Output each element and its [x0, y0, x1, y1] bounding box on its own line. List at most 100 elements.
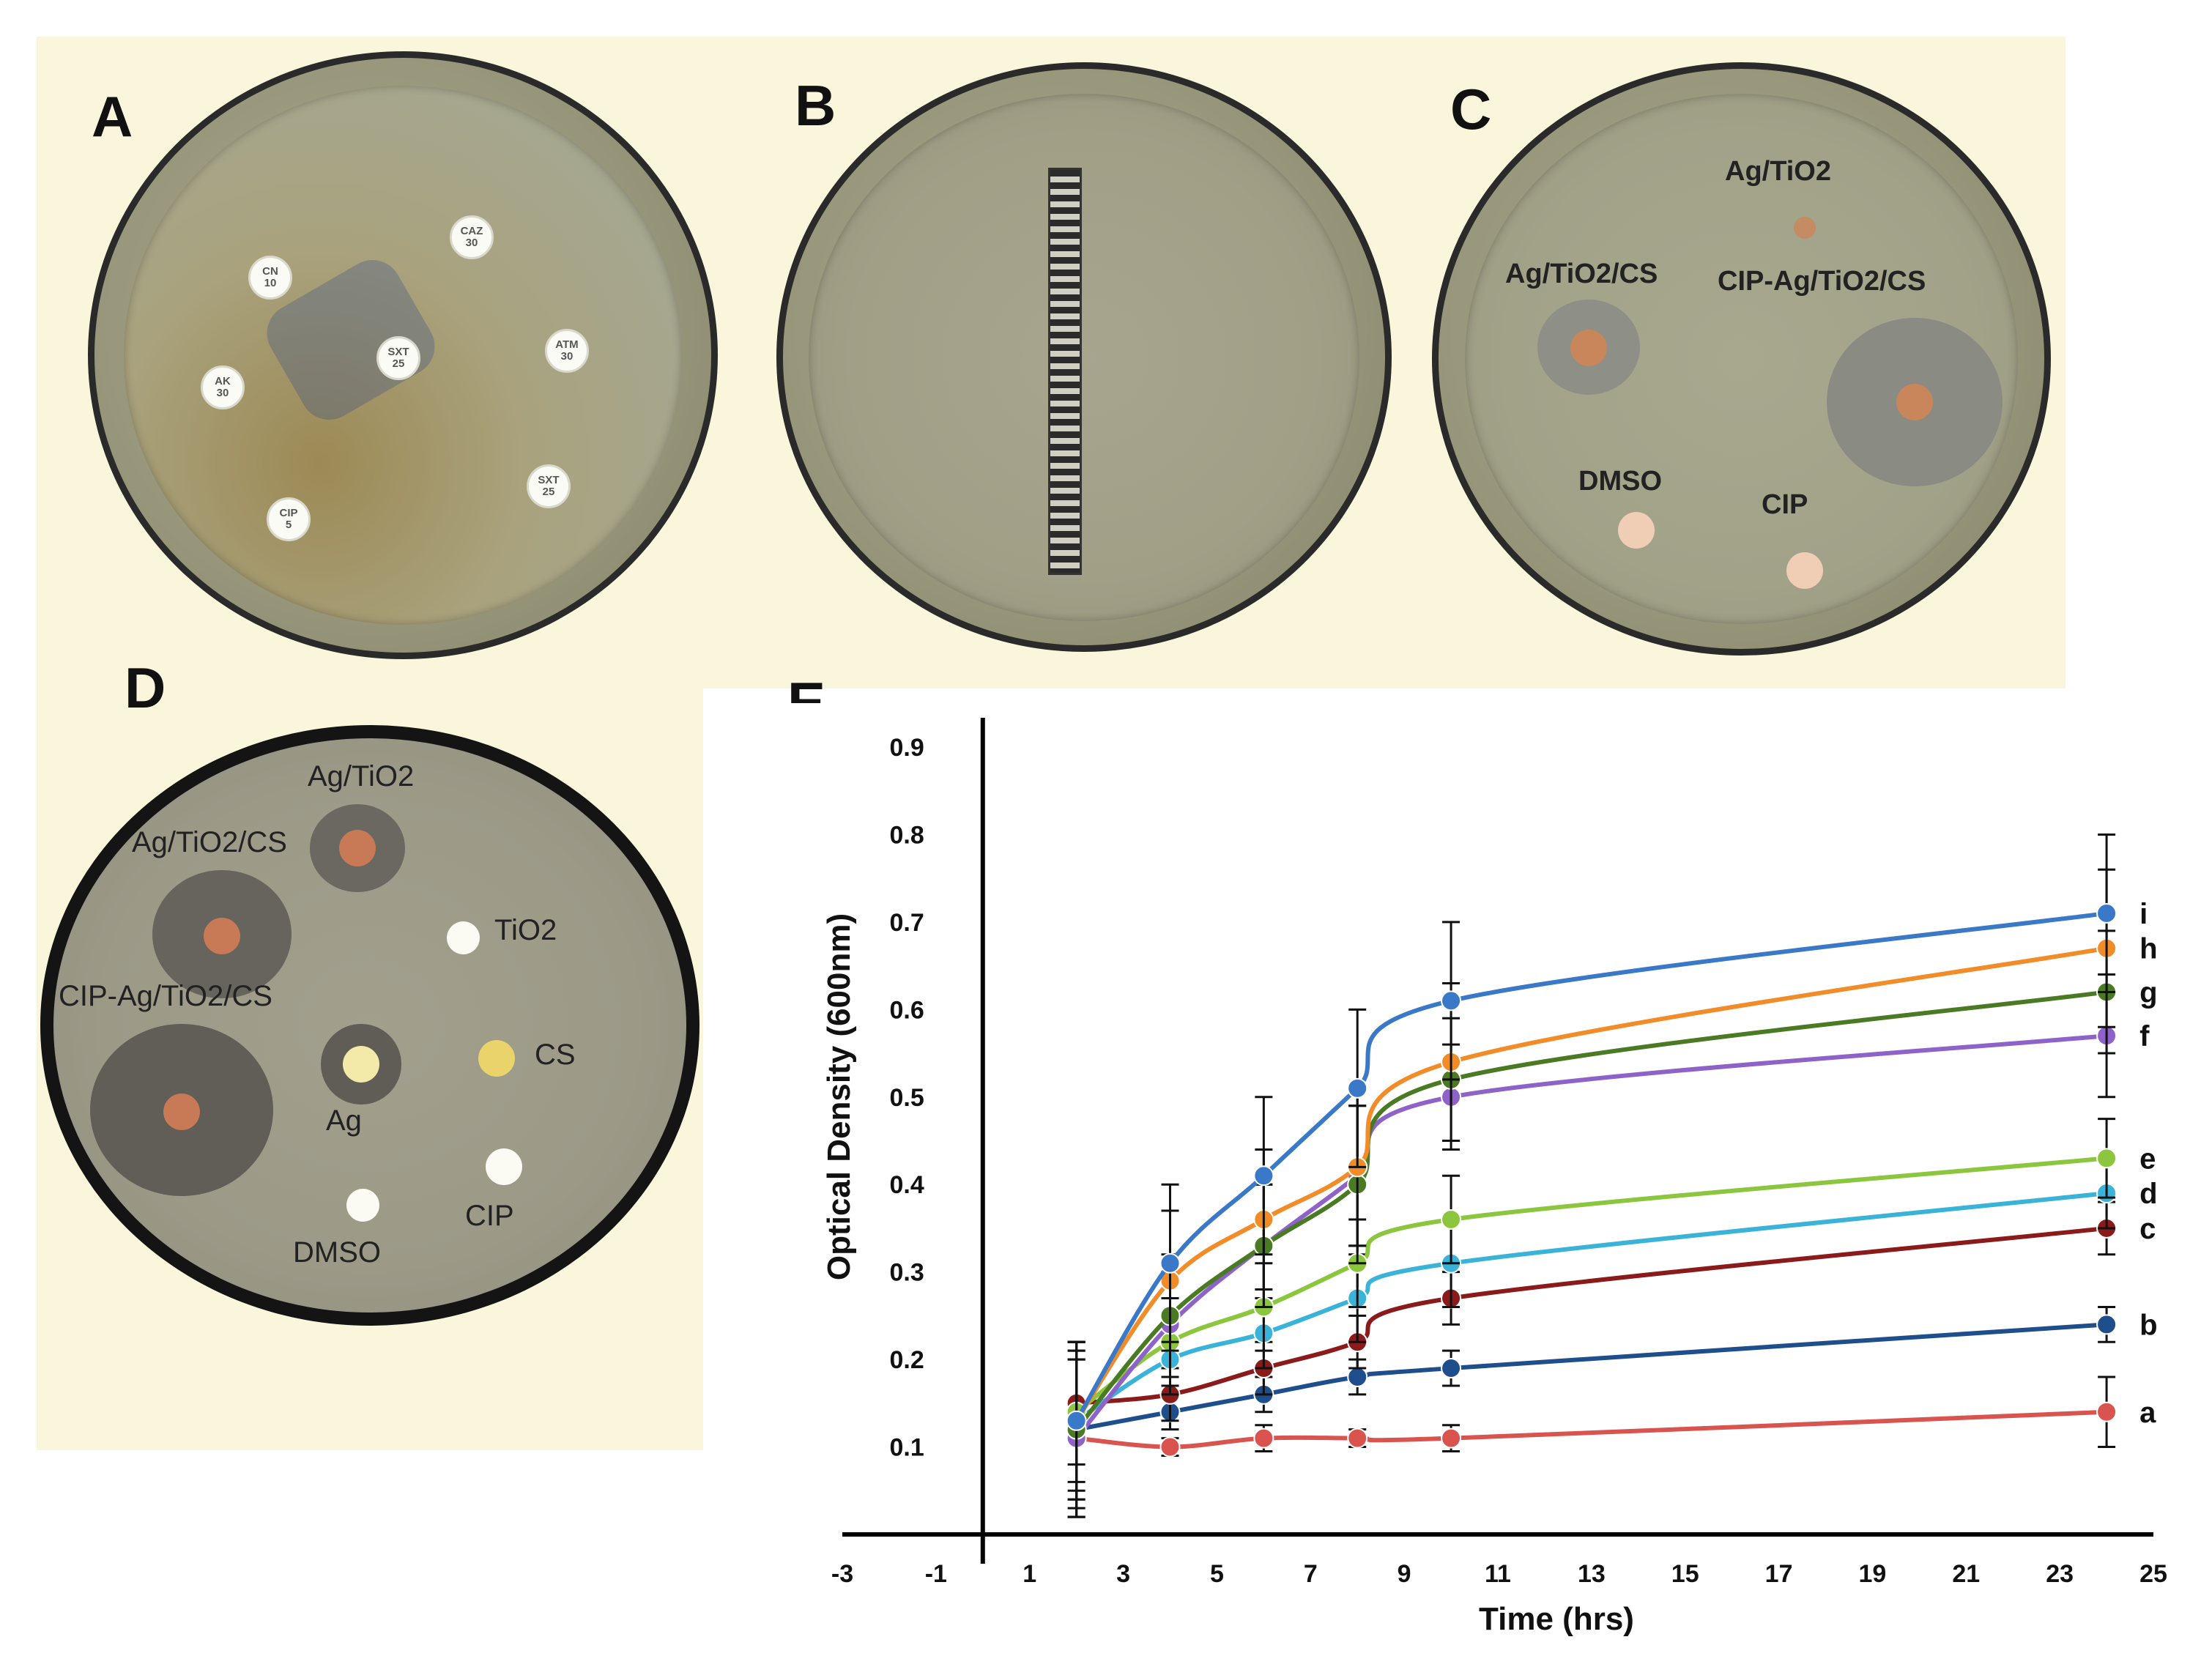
label-cip: CIP — [465, 1200, 514, 1232]
x-tick-label: 21 — [1952, 1560, 1980, 1588]
sample-disc — [1896, 384, 1933, 420]
y-tick-label: 0.6 — [890, 996, 924, 1024]
panel-letter-a: A — [92, 84, 133, 149]
series-line-e — [1075, 1156, 2107, 1414]
series-label-a: a — [2139, 1397, 2156, 1429]
data-point-a — [1253, 1427, 1274, 1449]
antibiotic-disc: SXT 25 — [527, 464, 571, 508]
data-point-i — [1347, 1077, 1368, 1099]
series-line-c — [1076, 1225, 2107, 1406]
x-tick-label: 5 — [1210, 1560, 1224, 1588]
antibiotic-disc: SXT 25 — [376, 336, 420, 380]
label-cip-ag-tio2-cs: CIP-Ag/TiO2/CS — [59, 980, 272, 1012]
label-ag: Ag — [326, 1104, 362, 1137]
data-point-i — [1441, 990, 1462, 1011]
series-line-h — [1075, 946, 2107, 1422]
panel-letter-d: D — [125, 656, 166, 720]
x-tick-label: -3 — [831, 1560, 853, 1588]
sample-disc — [346, 1189, 379, 1222]
label-ag-tio2: Ag/TiO2 — [1725, 156, 1831, 187]
data-point-e — [2096, 1148, 2118, 1169]
sample-disc — [204, 918, 240, 954]
series-label-e: e — [2139, 1143, 2156, 1175]
petri-dish-d — [40, 725, 699, 1326]
y-tick-label: 0.4 — [890, 1171, 924, 1199]
y-tick-label: 0.1 — [890, 1434, 924, 1462]
sample-disc — [1794, 217, 1816, 239]
data-point-b — [1347, 1367, 1368, 1387]
label-dmso: DMSO — [293, 1236, 381, 1269]
etest-strip — [1048, 168, 1082, 575]
series-label-c: c — [2139, 1213, 2156, 1245]
series-line-d — [1075, 1191, 2107, 1423]
series-label-f: f — [2139, 1020, 2150, 1052]
x-tick-label: -1 — [925, 1560, 947, 1588]
y-tick-label: 0.5 — [890, 1084, 924, 1112]
growth-curve-chart: -3 -1 1 3 5 7 9 11 13 15 17 19 21 23 25 0.1 0.2 0.3 0.4 0.5… — [762, 703, 2212, 1667]
label-ag-tio2: Ag/TiO2 — [308, 760, 415, 792]
data-point-a — [1347, 1427, 1368, 1449]
data-point-a — [1441, 1427, 1462, 1449]
series-label-g: g — [2139, 976, 2157, 1009]
panel-letter-b: B — [795, 73, 836, 138]
data-point-i — [1253, 1165, 1274, 1187]
antibiotic-disc: CIP 5 — [267, 497, 311, 541]
data-point-b — [1441, 1358, 1462, 1379]
x-tick-label: 13 — [1578, 1560, 1606, 1588]
data-point-a — [1159, 1436, 1181, 1458]
series-label-h: h — [2139, 933, 2157, 965]
label-dmso: DMSO — [1578, 466, 1662, 497]
y-tick-label: 0.3 — [890, 1259, 924, 1287]
petri-dish-a: CN 10 CAZ 30 AK 30 SXT 25 ATM 30 CIP 5 S… — [88, 51, 718, 659]
data-point-i — [1159, 1252, 1181, 1274]
sample-disc — [339, 830, 376, 866]
sample-disc — [447, 921, 480, 954]
label-cip: CIP — [1762, 489, 1808, 520]
data-point-b — [2096, 1314, 2118, 1335]
label-cip-ag-tio2-cs: CIP-Ag/TiO2/CS — [1718, 266, 1926, 297]
label-tio2: TiO2 — [494, 914, 557, 946]
antibiotic-disc: CN 10 — [248, 256, 292, 300]
antibiotic-disc: CAZ 30 — [450, 215, 494, 259]
antibiotic-disc: ATM 30 — [545, 329, 589, 373]
petri-dish-c — [1432, 62, 2051, 656]
data-point-e — [1441, 1209, 1462, 1230]
series-label-d: d — [2139, 1178, 2157, 1210]
x-tick-label: 3 — [1116, 1560, 1130, 1588]
data-point-i — [1066, 1410, 1087, 1431]
panel-letter-c: C — [1450, 77, 1492, 141]
sample-disc — [478, 1040, 515, 1077]
label-ag-tio2-cs: Ag/TiO2/CS — [1505, 259, 1658, 289]
x-tick-label: 7 — [1304, 1560, 1318, 1588]
data-point-a — [2096, 1401, 2118, 1422]
petri-dish-b — [776, 62, 1392, 652]
label-ag-tio2-cs: Ag/TiO2/CS — [132, 826, 287, 858]
x-tick-label: 1 — [1023, 1560, 1036, 1588]
agar-surface-b — [809, 94, 1359, 621]
x-tick-label: 23 — [2046, 1560, 2074, 1588]
y-axis-title: Optical Density (600nm) — [821, 913, 857, 1280]
label-cs: CS — [535, 1039, 576, 1071]
x-tick-label: 15 — [1671, 1560, 1699, 1588]
y-tick-label: 0.8 — [890, 821, 924, 849]
chart-svg: -3 -1 1 3 5 7 9 11 13 15 17 19 21 23 250.10.20.30.40.5… — [821, 718, 2167, 1637]
x-tick-label: 25 — [2139, 1560, 2167, 1588]
series-label-i: i — [2139, 898, 2148, 930]
y-tick-label: 0.2 — [890, 1346, 924, 1374]
x-tick-label: 19 — [1859, 1560, 1887, 1588]
x-axis-title: Time (hrs) — [1479, 1601, 1634, 1637]
series-line-i — [1075, 910, 2107, 1422]
y-tick-label: 0.7 — [890, 909, 924, 937]
sample-disc — [1786, 552, 1823, 589]
x-tick-label: 9 — [1398, 1560, 1411, 1588]
data-point-i — [2096, 902, 2118, 924]
sample-disc — [486, 1148, 522, 1185]
sample-disc — [1570, 330, 1607, 366]
sample-disc — [343, 1046, 379, 1083]
sample-disc — [163, 1094, 200, 1130]
x-tick-label: 17 — [1765, 1560, 1793, 1588]
antibiotic-disc: AK 30 — [201, 365, 245, 409]
y-tick-label: 0.9 — [890, 734, 924, 762]
series-line-a — [1076, 1409, 2107, 1449]
series-label-b: b — [2139, 1309, 2157, 1341]
